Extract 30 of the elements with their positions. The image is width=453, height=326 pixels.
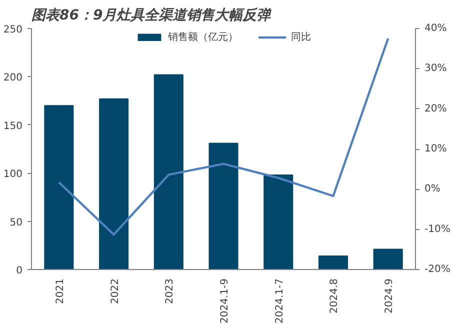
x-tick-label: 2023 xyxy=(164,278,176,304)
y2-tick-label: -20% xyxy=(424,264,450,275)
x-tick-label: 2021 xyxy=(54,278,66,304)
bar xyxy=(99,98,129,270)
x-tick-label: 2024.1-7 xyxy=(274,278,286,324)
bar xyxy=(318,256,348,270)
y-tick-label: 250 xyxy=(3,24,23,36)
bar xyxy=(264,174,294,270)
y2-tick-label: 30% xyxy=(424,63,447,74)
x-tick-label: 2024.1-9 xyxy=(220,278,230,324)
y2-tick-label: 10% xyxy=(424,144,447,154)
bar xyxy=(373,248,403,270)
x-tick-label: 2024.9 xyxy=(384,278,396,314)
y2-tick-label: -10% xyxy=(424,224,450,235)
legend-label: 销售额（亿元） xyxy=(168,30,238,44)
bar xyxy=(154,74,184,270)
y-tick-label: 150 xyxy=(3,120,23,132)
bar xyxy=(44,105,74,270)
x-tick-label: 2022 xyxy=(110,278,121,304)
y-tick-label: 100 xyxy=(3,169,23,180)
y-tick-label: 50 xyxy=(10,217,23,228)
y-tick-label: 0 xyxy=(16,266,23,276)
y2-tick-label: 40% xyxy=(424,23,447,34)
bar xyxy=(208,142,238,270)
x-tick-label: 2024.8 xyxy=(329,278,340,314)
chart-title: 图表86：9月灶具全渠道销售大幅反弹 xyxy=(32,6,273,24)
y-tick-label: 200 xyxy=(3,72,23,84)
y2-tick-label: 0% xyxy=(424,184,440,195)
y2-tick-label: 20% xyxy=(424,103,447,114)
legend-label: 同比 xyxy=(291,30,311,44)
